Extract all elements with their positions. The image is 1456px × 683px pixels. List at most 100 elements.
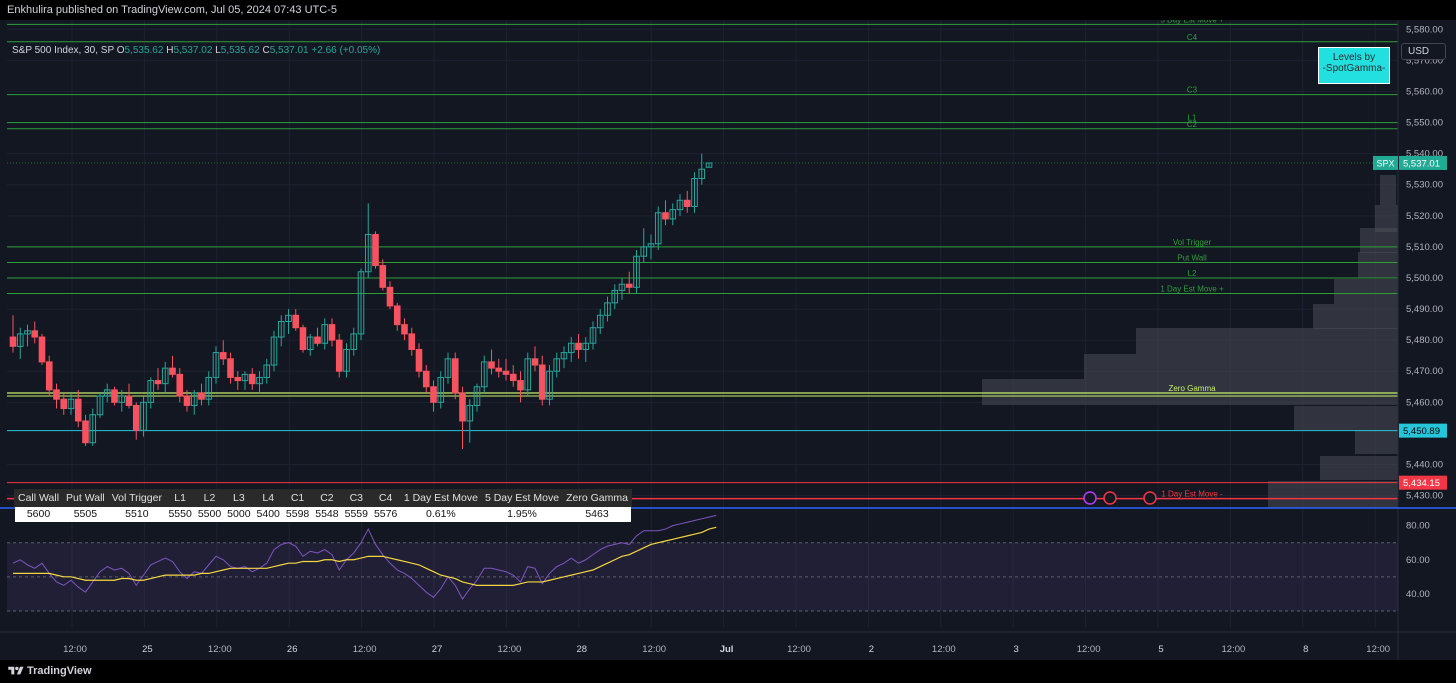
time-tick-label: 2 xyxy=(869,644,874,655)
candle-body xyxy=(473,386,481,406)
candle-body xyxy=(422,370,430,388)
candle-body xyxy=(625,283,633,288)
price-tick-label: 5,520.00 xyxy=(1406,211,1443,222)
candle-body xyxy=(553,358,561,372)
candle-body xyxy=(408,333,416,350)
candle-body xyxy=(415,348,423,372)
levels-table-value-cell: 5548 xyxy=(312,506,342,522)
levels-table-header-cell: C2 xyxy=(311,489,343,507)
price-label-text: 5,434.15 xyxy=(1403,478,1440,489)
candle-body xyxy=(263,364,271,378)
candle-body xyxy=(270,336,278,366)
published-bar: Enkhulira published on TradingView.com, … xyxy=(0,0,1456,20)
time-tick-label: 26 xyxy=(287,644,298,655)
candle-body xyxy=(169,367,176,375)
candle-body xyxy=(241,373,249,382)
price-label xyxy=(1399,155,1447,170)
levels-table-header-cell: C1 xyxy=(282,489,313,507)
time-tick-label: 12:00 xyxy=(498,644,522,655)
price-label-text: 5,450.89 xyxy=(1403,426,1440,437)
high-value: 5,537.02 xyxy=(173,45,213,56)
rsi-tick-label: 40.00 xyxy=(1406,589,1430,600)
candle-body xyxy=(567,342,575,354)
volume-profile-bar xyxy=(982,379,1398,405)
volume-profile-bar xyxy=(1380,175,1396,205)
candle-body xyxy=(611,289,619,304)
low-value: 5,535.62 xyxy=(220,45,260,56)
levels-table-header-cell: Zero Gamma xyxy=(562,489,632,507)
price-label xyxy=(1399,475,1447,490)
candle-body xyxy=(524,358,532,391)
candle-body xyxy=(89,414,97,444)
price-tick-label: 5,580.00 xyxy=(1406,24,1443,35)
candle-body xyxy=(285,314,292,323)
candle-body xyxy=(96,395,104,416)
level-label: L1 xyxy=(1188,114,1197,123)
candle-body xyxy=(538,364,546,400)
candle-body xyxy=(60,398,68,410)
candle-body xyxy=(683,199,691,207)
levels-table-value-cell: 5510 xyxy=(108,506,166,522)
candle-body xyxy=(205,376,213,400)
time-tick-label: 12:00 xyxy=(787,644,811,655)
levels-table-header-cell: C4 xyxy=(370,489,401,507)
volume-profile-bar xyxy=(1268,481,1398,508)
change-value: +2.66 (+0.05%) xyxy=(311,45,381,56)
spotgamma-levels-badge[interactable]: Levels by -SpotGamma- xyxy=(1318,47,1390,84)
candle-body xyxy=(596,314,604,329)
event-icon xyxy=(1083,491,1097,505)
levels-table-value-cell: 5576 xyxy=(370,506,401,522)
candle-body xyxy=(654,212,662,245)
candle-body xyxy=(640,246,648,257)
candle-body xyxy=(292,314,300,329)
levels-table-value-cell: 5550 xyxy=(165,506,195,522)
levels-table-header-cell: Call Wall xyxy=(13,489,64,507)
candle-body xyxy=(393,305,401,326)
candle-body xyxy=(161,367,169,385)
candle-body xyxy=(647,243,655,248)
level-label: Put Wall xyxy=(1177,253,1207,262)
level-label: 5 Day Est Move + xyxy=(1160,20,1224,24)
rsi-tick-label: 80.00 xyxy=(1406,521,1430,532)
time-tick-label: 12:00 xyxy=(642,644,666,655)
candle-body xyxy=(9,336,17,347)
currency-button[interactable]: USD xyxy=(1401,43,1446,60)
published-text: Enkhulira published on TradingView.com, … xyxy=(7,4,337,16)
price-axis-bg xyxy=(1398,20,1456,660)
level-label: 1 Day Est Move + xyxy=(1160,285,1224,294)
candle-body xyxy=(24,330,31,335)
candle-body xyxy=(256,376,263,385)
candle-body xyxy=(132,404,140,431)
levels-table-header-cell: L1 xyxy=(164,489,196,507)
volume-profile-bar xyxy=(1320,456,1398,480)
candle-body xyxy=(604,302,611,316)
levels-table-header-cell: Vol Trigger xyxy=(107,489,166,507)
candle-body xyxy=(691,178,698,207)
level-label: Vol Trigger xyxy=(1173,238,1212,247)
symbol-label: S&P 500 Index, 30, SP xyxy=(12,45,114,56)
candle-body xyxy=(103,389,111,397)
candle-body xyxy=(198,392,205,400)
chart-canvas[interactable]: 5 Day Est Move + C4 C3 L1 C2 Vol Trigger Put W… xyxy=(0,20,1456,660)
tradingview-logo-icon xyxy=(8,666,24,675)
price-label xyxy=(1399,423,1447,438)
candle-body xyxy=(430,386,437,403)
footer: TradingView xyxy=(0,660,1456,683)
candle-body xyxy=(401,324,408,335)
candle-body xyxy=(31,330,39,338)
price-tick-label: 5,430.00 xyxy=(1406,491,1443,502)
candle-body xyxy=(118,395,126,403)
chart-area[interactable]: 5 Day Est Move + C4 C3 L1 C2 Vol Trigger Put W… xyxy=(0,20,1456,660)
candle-body xyxy=(314,336,321,344)
volume-profile-bar xyxy=(1313,304,1398,329)
level-label: C3 xyxy=(1187,86,1198,95)
levels-table-header-cell: L3 xyxy=(223,489,255,507)
time-tick-label: 25 xyxy=(142,644,153,655)
candle-body xyxy=(618,283,626,291)
candle-body xyxy=(227,358,234,378)
price-tick-label: 5,540.00 xyxy=(1406,149,1443,160)
levels-table-values: 5600 5505 5510 5550 5500 5000 5400 5598 5548 5559… xyxy=(14,506,632,522)
candle-body xyxy=(466,404,474,422)
volume-profile-bar xyxy=(1334,279,1398,304)
level-label: 1 Day Est Move - xyxy=(1161,490,1223,499)
